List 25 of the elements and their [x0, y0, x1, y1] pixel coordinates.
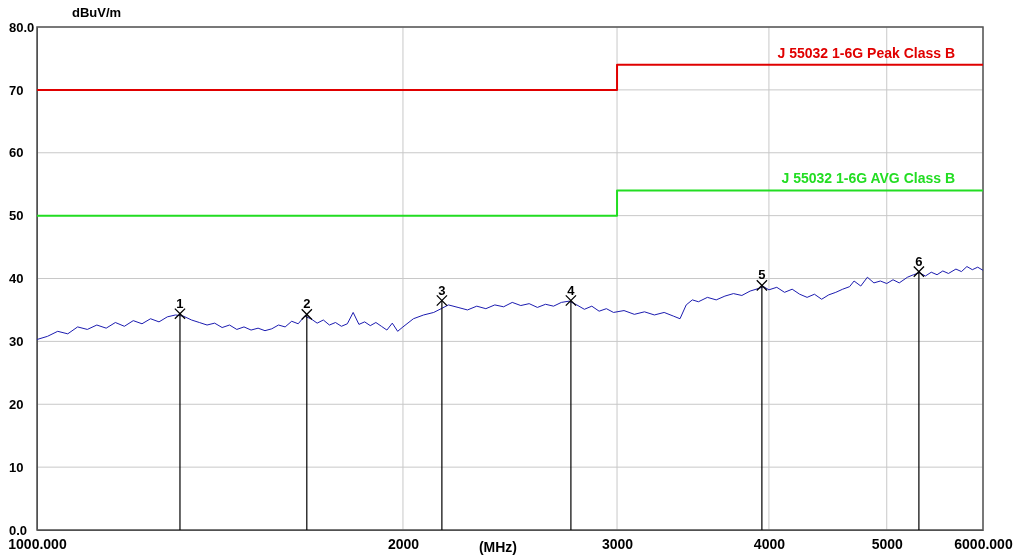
series-label: J 55032 1-6G AVG Class B [781, 170, 955, 187]
x-tick-label: 2000 [387, 536, 420, 553]
annotation: 5 [758, 267, 766, 283]
annotation: 4 [567, 282, 576, 298]
x-axis-title: (MHz) [478, 539, 518, 555]
y-axis-title: dBuV/m [72, 5, 122, 20]
y-tick-label: 80.0 [9, 19, 35, 35]
x-tick-label: 6000.000 [954, 536, 1013, 553]
y-tick-label: 30 [9, 334, 24, 350]
y-tick-label: 40 [9, 271, 24, 287]
y-tick-label: 20 [9, 396, 24, 412]
y-tick-label: 10 [9, 459, 24, 475]
annotation: 1 [176, 295, 184, 311]
annotation: 6 [915, 253, 923, 269]
series-label: J 55032 1-6G Peak Class B [777, 44, 955, 61]
y-tick-label: 50 [9, 208, 24, 224]
y-tick-label: 70 [9, 82, 24, 98]
y-tick-label: 0.0 [9, 522, 28, 538]
x-tick-label: 1000.000 [8, 536, 67, 553]
x-tick-label: 5000 [871, 536, 904, 553]
y-tick-label: 60 [9, 145, 24, 161]
annotation: 3 [438, 282, 446, 298]
x-tick-label: 4000 [753, 536, 786, 553]
annotation: 2 [303, 296, 311, 312]
x-tick-label: 3000 [601, 536, 634, 553]
